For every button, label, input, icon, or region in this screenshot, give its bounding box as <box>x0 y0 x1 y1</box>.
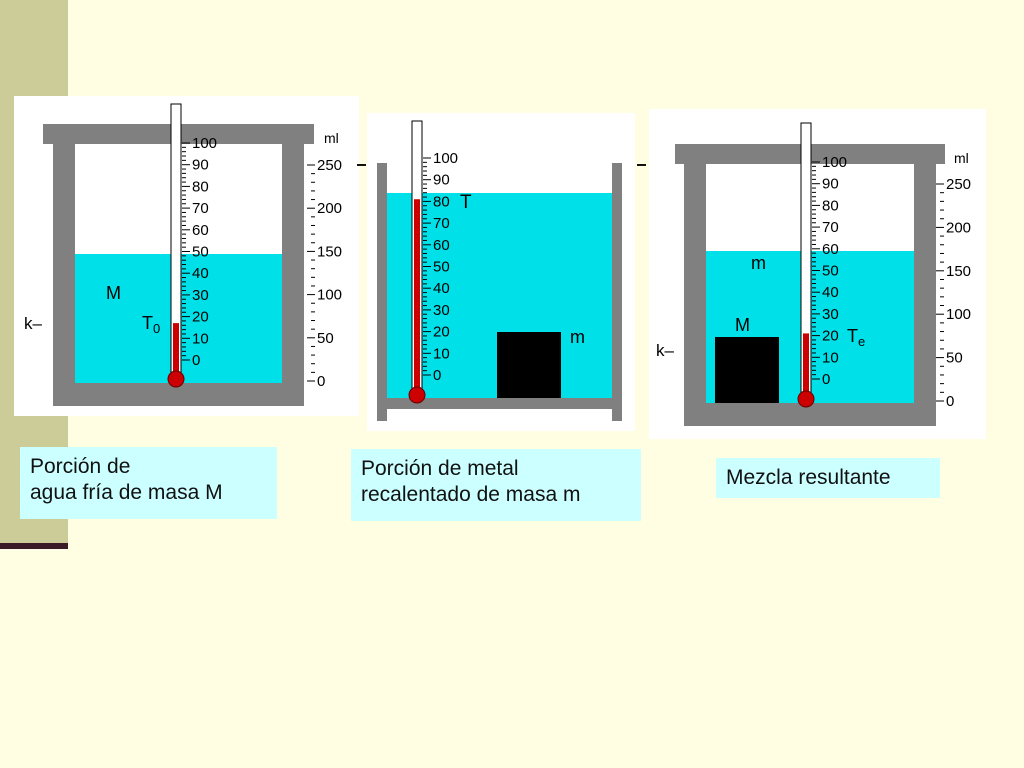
beaker-left-wall <box>377 163 387 421</box>
volume-tick-label: 150 <box>317 243 342 260</box>
water-mass-label: m <box>751 253 766 273</box>
beaker-left-wall <box>53 144 75 406</box>
thermometer-tick-label: 10 <box>192 330 209 347</box>
dash-mark <box>357 164 366 166</box>
volume-scale: 250 200 150 100 50 0 <box>307 157 342 390</box>
mercury-column <box>173 323 179 379</box>
thermometer-tick-label: 0 <box>822 371 830 388</box>
volume-tick-label: 200 <box>317 200 342 217</box>
thermometer-tick-label: 70 <box>192 200 209 217</box>
panel-mixture: ml 250 200 150 100 50 0 k– M m Te 100 90 80 70 60… <box>649 109 986 439</box>
caption-line-1: Mezcla resultante <box>726 466 891 489</box>
thermometer-tick-label: 90 <box>192 157 209 174</box>
thermometer-tick-label: 20 <box>822 328 839 345</box>
caption-hot-metal: Porción de metal recalentado de masa m <box>351 449 641 521</box>
beaker-floor <box>377 398 622 409</box>
volume-tick-label: 50 <box>946 350 963 367</box>
mercury-column <box>803 333 809 399</box>
beaker-floor <box>684 403 936 426</box>
volume-tick-label: 100 <box>317 287 342 304</box>
volume-tick-label: 250 <box>946 176 971 193</box>
thermometer-tick-label: 80 <box>822 197 839 214</box>
caption-cold-water: Porción de agua fría de masa M <box>20 447 277 519</box>
thermometer-tick-label: 80 <box>433 193 450 210</box>
panel-hot-metal: m T 100 90 80 70 60 50 40 30 20 10 0 <box>367 113 635 431</box>
metal-mass-label: m <box>570 327 585 347</box>
thermometer-tick-label: 40 <box>433 280 450 297</box>
volume-tick-label: 0 <box>317 373 325 390</box>
thermometer-tick-label: 0 <box>192 352 200 369</box>
thermometer-tick-label: 100 <box>822 154 847 171</box>
volume-tick-label: 200 <box>946 219 971 236</box>
thermometer-tick-label: 20 <box>433 324 450 341</box>
thermometer-tick-label: 80 <box>192 178 209 195</box>
volume-tick-label: 150 <box>946 263 971 280</box>
thermometer-tick-label: 20 <box>192 309 209 326</box>
caption-line-2: recalentado de masa m <box>361 483 581 506</box>
thermometer-tick-label: 10 <box>822 349 839 366</box>
thermometer-tick-label: 30 <box>192 287 209 304</box>
volume-tick-label: 50 <box>317 330 334 347</box>
constant-k-label: k– <box>24 314 43 333</box>
metal-block <box>715 337 779 403</box>
thermometer-tick-label: 70 <box>433 215 450 232</box>
volume-tick-label: 250 <box>317 157 342 174</box>
thermometer-tick-label: 60 <box>192 222 209 239</box>
thermometer-tick-label: 90 <box>433 172 450 189</box>
thermometer-bulb <box>408 386 426 404</box>
thermometer-tick-label: 100 <box>192 135 217 152</box>
beaker-right-wall <box>282 144 304 406</box>
caption-line-1: Porción de <box>30 455 131 478</box>
mercury-column <box>414 199 420 395</box>
thermometer-tick-label: 70 <box>822 219 839 236</box>
volume-scale: 250 200 150 100 50 0 <box>936 176 971 410</box>
thermometer-tick-label: 30 <box>822 306 839 323</box>
equilibrium-temperature-label: Te <box>847 326 865 349</box>
volume-tick-label: 0 <box>946 393 954 410</box>
thermometer-tick-label: 50 <box>433 259 450 276</box>
caption-line-1: Porción de metal <box>361 457 519 480</box>
slide-side-rule <box>0 543 68 549</box>
initial-temperature-label: T0 <box>142 313 160 336</box>
thermometer-bulb <box>167 370 185 388</box>
thermometer-bulb <box>797 390 815 408</box>
beaker-right-wall <box>612 163 622 421</box>
thermometer-tick-label: 0 <box>433 367 441 384</box>
temperature-label: T <box>460 192 472 213</box>
caption-line-2: agua fría de masa M <box>30 481 223 504</box>
dash-mark <box>637 164 646 166</box>
thermometer-tick-label: 90 <box>822 176 839 193</box>
beaker-floor <box>53 383 304 406</box>
thermometer-tick-label: 50 <box>192 244 209 261</box>
thermometer-tick-label: 100 <box>433 150 458 167</box>
thermometer-tick-label: 10 <box>433 345 450 362</box>
metal-block <box>497 332 561 398</box>
volume-tick-label: 100 <box>946 306 971 323</box>
thermometer-tick-label: 60 <box>822 241 839 258</box>
volume-unit-label: ml <box>324 130 339 146</box>
beaker-right-wall <box>914 164 936 426</box>
thermometer-tick-label: 30 <box>433 302 450 319</box>
water-mass-label: M <box>106 283 121 303</box>
volume-unit-label: ml <box>954 150 969 166</box>
thermometer-tick-label: 50 <box>822 263 839 280</box>
thermometer-tick-label: 40 <box>822 284 839 301</box>
beaker-left-wall <box>684 164 706 426</box>
thermometer-tick-label: 60 <box>433 237 450 254</box>
metal-mass-label: M <box>735 315 750 335</box>
constant-k-label: k– <box>656 341 675 360</box>
panel-cold-water: ml 250 200 150 100 50 0 k– M T0 100 90 80 70 60 50… <box>14 96 359 416</box>
thermometer-tick-label: 40 <box>192 265 209 282</box>
caption-mixture: Mezcla resultante <box>716 458 940 498</box>
